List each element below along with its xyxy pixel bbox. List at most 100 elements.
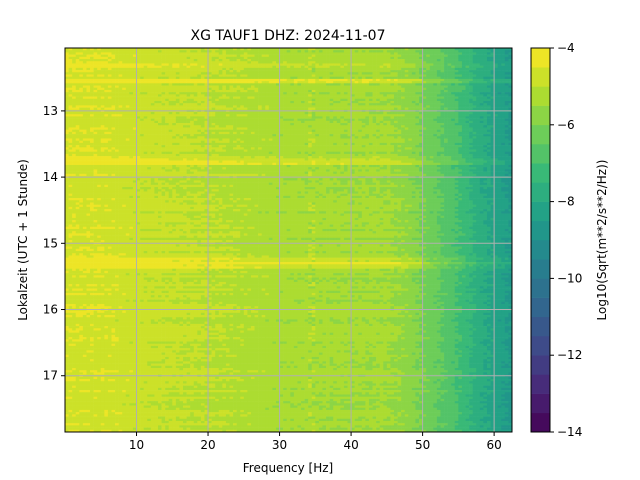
heatmap-cell bbox=[362, 94, 366, 97]
heatmap-cell bbox=[115, 90, 119, 93]
heatmap-cell bbox=[111, 66, 115, 69]
heatmap-cell bbox=[355, 79, 359, 82]
heatmap-cell bbox=[301, 88, 305, 91]
heatmap-cell bbox=[237, 86, 241, 89]
heatmap-cell bbox=[104, 83, 108, 86]
heatmap-cell bbox=[380, 127, 384, 130]
heatmap-cell bbox=[390, 103, 394, 106]
heatmap-cell bbox=[283, 119, 287, 122]
heatmap-cell bbox=[122, 61, 126, 64]
heatmap-cell bbox=[104, 134, 108, 137]
heatmap-cell bbox=[258, 52, 262, 55]
heatmap-cell bbox=[283, 57, 287, 60]
heatmap-cell bbox=[308, 114, 312, 117]
heatmap-cell bbox=[262, 99, 266, 102]
heatmap-cell bbox=[72, 66, 76, 69]
heatmap-cell bbox=[401, 74, 405, 77]
heatmap-cell bbox=[401, 55, 405, 58]
heatmap-cell bbox=[233, 132, 237, 135]
heatmap-cell bbox=[333, 74, 337, 77]
heatmap-cell bbox=[455, 50, 459, 53]
heatmap-cell bbox=[444, 61, 448, 64]
heatmap-cell bbox=[258, 105, 262, 108]
heatmap-cell bbox=[76, 74, 80, 77]
heatmap-cell bbox=[351, 114, 355, 117]
heatmap-cell bbox=[290, 61, 294, 64]
heatmap-cell bbox=[265, 74, 269, 77]
heatmap-cell bbox=[233, 101, 237, 104]
heatmap-cell bbox=[197, 127, 201, 130]
heatmap-cell bbox=[287, 101, 291, 104]
heatmap-cell bbox=[415, 108, 419, 111]
heatmap-cell bbox=[483, 132, 487, 135]
heatmap-cell bbox=[373, 121, 377, 124]
heatmap-cell bbox=[183, 55, 187, 58]
heatmap-cell bbox=[365, 130, 369, 133]
heatmap-cell bbox=[258, 101, 262, 104]
heatmap-cell bbox=[462, 112, 466, 115]
heatmap-cell bbox=[322, 103, 326, 106]
heatmap-cell bbox=[94, 68, 98, 71]
heatmap-cell bbox=[219, 68, 223, 71]
heatmap-cell bbox=[240, 72, 244, 75]
heatmap-cell bbox=[201, 101, 205, 104]
heatmap-cell bbox=[412, 134, 416, 137]
heatmap-cell bbox=[119, 94, 123, 97]
heatmap-cell bbox=[322, 68, 326, 71]
heatmap-cell bbox=[76, 112, 80, 115]
heatmap-cell bbox=[101, 132, 105, 135]
heatmap-cell bbox=[147, 105, 151, 108]
heatmap-cell bbox=[158, 63, 162, 66]
heatmap-cell bbox=[140, 79, 144, 82]
heatmap-cell bbox=[230, 88, 234, 91]
heatmap-cell bbox=[79, 79, 83, 82]
heatmap-cell bbox=[430, 130, 434, 133]
heatmap-cell bbox=[326, 94, 330, 97]
heatmap-cell bbox=[494, 52, 498, 55]
heatmap-cell bbox=[280, 134, 284, 137]
heatmap-cell bbox=[287, 130, 291, 133]
heatmap-cell bbox=[340, 81, 344, 84]
heatmap-cell bbox=[405, 90, 409, 93]
heatmap-cell bbox=[373, 125, 377, 128]
heatmap-cell bbox=[190, 119, 194, 122]
heatmap-cell bbox=[119, 81, 123, 84]
heatmap-cell bbox=[86, 116, 90, 119]
heatmap-cell bbox=[90, 105, 94, 108]
heatmap-cell bbox=[387, 77, 391, 80]
heatmap-cell bbox=[122, 134, 126, 137]
heatmap-cell bbox=[351, 90, 355, 93]
heatmap-cell bbox=[165, 68, 169, 71]
heatmap-cell bbox=[437, 97, 441, 100]
heatmap-cell bbox=[390, 132, 394, 135]
heatmap-cell bbox=[222, 112, 226, 115]
heatmap-cell bbox=[480, 79, 484, 82]
heatmap-cell bbox=[433, 112, 437, 115]
heatmap-cell bbox=[473, 130, 477, 133]
heatmap-cell bbox=[483, 72, 487, 75]
heatmap-cell bbox=[315, 132, 319, 135]
heatmap-cell bbox=[69, 92, 73, 95]
heatmap-cell bbox=[473, 121, 477, 124]
heatmap-cell bbox=[94, 57, 98, 60]
heatmap-cell bbox=[154, 101, 158, 104]
heatmap-cell bbox=[344, 61, 348, 64]
heatmap-cell bbox=[423, 123, 427, 126]
heatmap-cell bbox=[433, 121, 437, 124]
heatmap-cell bbox=[451, 63, 455, 66]
heatmap-cell bbox=[86, 125, 90, 128]
heatmap-cell bbox=[376, 81, 380, 84]
heatmap-cell bbox=[137, 57, 141, 60]
heatmap-cell bbox=[169, 103, 173, 106]
heatmap-cell bbox=[197, 103, 201, 106]
heatmap-cell bbox=[401, 90, 405, 93]
heatmap-cell bbox=[448, 55, 452, 58]
heatmap-cell bbox=[154, 90, 158, 93]
heatmap-cell bbox=[162, 94, 166, 97]
heatmap-cell bbox=[244, 112, 248, 115]
heatmap-cell bbox=[315, 108, 319, 111]
heatmap-cell bbox=[319, 132, 323, 135]
heatmap-cell bbox=[172, 127, 176, 130]
heatmap-cell bbox=[255, 127, 259, 130]
heatmap-cell bbox=[433, 99, 437, 102]
